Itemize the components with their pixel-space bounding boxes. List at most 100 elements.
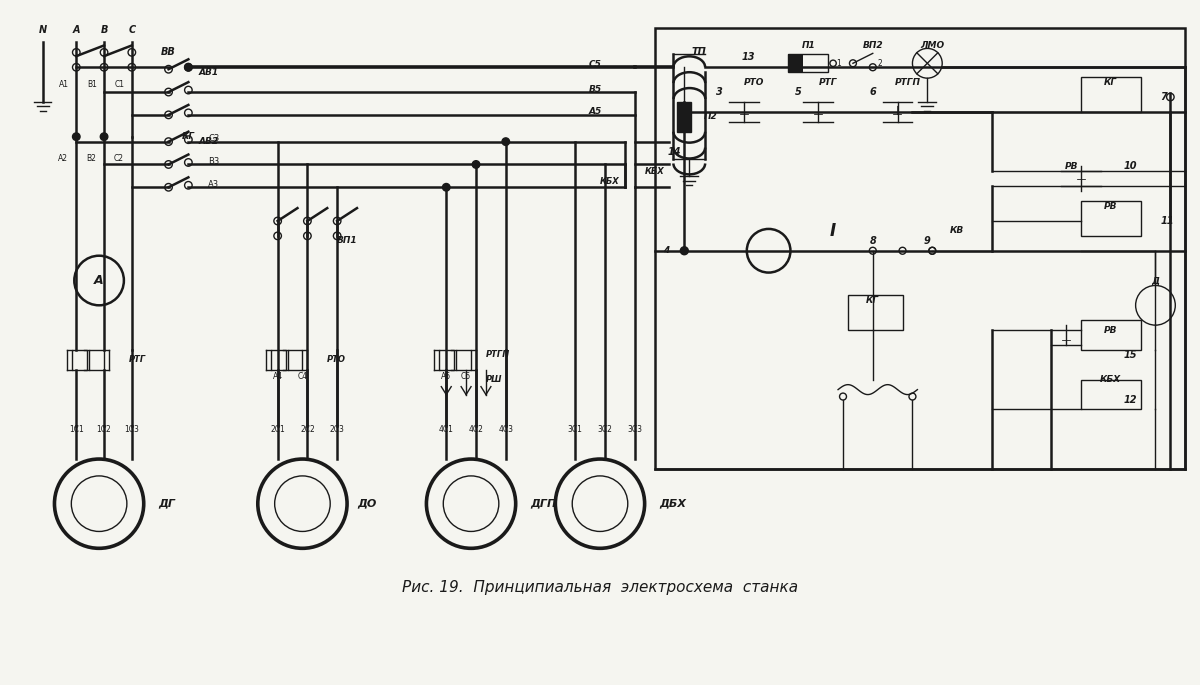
Text: C3: C3: [209, 134, 220, 143]
Bar: [788, 54, 803, 72]
Text: 6: 6: [869, 87, 876, 97]
Text: КГ: КГ: [182, 132, 194, 141]
Text: 5: 5: [796, 87, 802, 97]
Text: 12: 12: [1124, 395, 1138, 405]
Text: А: А: [95, 274, 104, 287]
Text: РТГП: РТГП: [486, 351, 510, 360]
Text: ⊥: ⊥: [812, 105, 823, 119]
Text: B2: B2: [86, 154, 96, 163]
Text: C1: C1: [115, 79, 125, 88]
Text: 9: 9: [924, 236, 931, 246]
Text: П1: П1: [802, 41, 815, 50]
Text: B3: B3: [209, 157, 220, 166]
Text: ВП2: ВП2: [863, 41, 883, 50]
Text: 2С1: 2С1: [270, 425, 286, 434]
Text: 8: 8: [869, 236, 876, 246]
Text: 7: 7: [1160, 92, 1168, 102]
Text: A2: A2: [59, 154, 68, 163]
Bar: [89, 350, 104, 370]
Text: 11: 11: [1160, 216, 1174, 226]
Text: B: B: [101, 25, 108, 34]
Bar: [848, 295, 902, 330]
Circle shape: [680, 247, 689, 255]
Text: B5: B5: [588, 84, 601, 94]
Text: КБХ: КБХ: [644, 167, 665, 176]
Text: ДГП: ДГП: [530, 499, 557, 509]
Bar: [288, 350, 302, 370]
Text: 4С1: 4С1: [439, 425, 454, 434]
Text: ДБХ: ДБХ: [660, 499, 686, 509]
Text: 10: 10: [1124, 162, 1138, 171]
Text: A3: A3: [209, 179, 220, 189]
Bar: [439, 350, 454, 370]
Text: КБХ: КБХ: [1100, 375, 1122, 384]
Text: КГ: КГ: [866, 296, 880, 305]
Circle shape: [101, 133, 108, 140]
Bar: [456, 350, 472, 370]
Text: 3: 3: [715, 87, 722, 97]
Text: РТО: РТО: [328, 356, 347, 364]
Text: AB2: AB2: [198, 137, 218, 146]
Text: С6: С6: [461, 372, 472, 382]
Text: A: A: [72, 25, 80, 34]
Text: ВП1: ВП1: [337, 236, 358, 245]
Text: КБХ: КБХ: [600, 177, 620, 186]
Bar: [677, 102, 691, 132]
Text: 4С3: 4С3: [498, 425, 514, 434]
Text: Д: Д: [1152, 276, 1159, 285]
Text: РШ: РШ: [486, 375, 503, 384]
Text: ⊥: ⊥: [1061, 331, 1072, 344]
Bar: [72, 350, 88, 370]
Circle shape: [502, 138, 510, 145]
Text: 3С2: 3С2: [598, 425, 612, 434]
Text: A4: A4: [272, 372, 283, 382]
Text: Рис. 19.  Принципиальная  электросхема  станка: Рис. 19. Принципиальная электросхема ста…: [402, 580, 798, 595]
Text: А6: А6: [442, 372, 451, 382]
Text: 13: 13: [742, 52, 756, 62]
Bar: [1081, 379, 1140, 410]
Text: РТГ: РТГ: [128, 356, 146, 364]
Text: 15: 15: [1124, 350, 1138, 360]
Text: ВВ: ВВ: [161, 47, 176, 58]
Text: РТО: РТО: [744, 77, 764, 86]
Text: ⊥: ⊥: [738, 105, 749, 119]
Text: I: I: [830, 222, 836, 240]
Text: 1С2: 1С2: [97, 425, 112, 434]
Text: 2: 2: [877, 59, 882, 68]
Bar: [654, 27, 1186, 469]
Circle shape: [185, 64, 192, 71]
Text: C: C: [128, 25, 136, 34]
Text: ДО: ДО: [356, 499, 377, 509]
Circle shape: [443, 184, 450, 191]
Text: ДГ: ДГ: [158, 499, 175, 509]
Text: ЛМО: ЛМО: [920, 41, 944, 50]
Bar: [677, 102, 691, 132]
Text: B1: B1: [88, 79, 97, 88]
Text: AB1: AB1: [198, 68, 218, 77]
Bar: [1081, 201, 1140, 236]
Bar: [1081, 77, 1140, 112]
Text: РВ: РВ: [1104, 201, 1117, 210]
Text: П2: П2: [704, 112, 718, 121]
Text: РТГ: РТГ: [818, 77, 838, 86]
Text: РТГП: РТГП: [894, 77, 920, 86]
Text: 3С1: 3С1: [568, 425, 583, 434]
Text: 1С3: 1С3: [125, 425, 139, 434]
Text: КВ: КВ: [950, 227, 965, 236]
Text: 2С3: 2С3: [330, 425, 344, 434]
Text: 2С2: 2С2: [300, 425, 314, 434]
Bar: [271, 350, 286, 370]
Bar: [1081, 320, 1140, 350]
Text: 3С3: 3С3: [628, 425, 642, 434]
Bar: [788, 54, 828, 72]
Text: C2: C2: [114, 154, 124, 163]
Text: ТП: ТП: [692, 47, 707, 58]
Text: 4С2: 4С2: [468, 425, 484, 434]
Text: 1: 1: [836, 59, 841, 68]
Text: 14: 14: [667, 147, 682, 157]
Circle shape: [473, 161, 480, 169]
Text: ⊥: ⊥: [892, 105, 904, 119]
Text: 1С1: 1С1: [68, 425, 84, 434]
Text: РВ: РВ: [1104, 325, 1117, 334]
Text: РВ: РВ: [1064, 162, 1078, 171]
